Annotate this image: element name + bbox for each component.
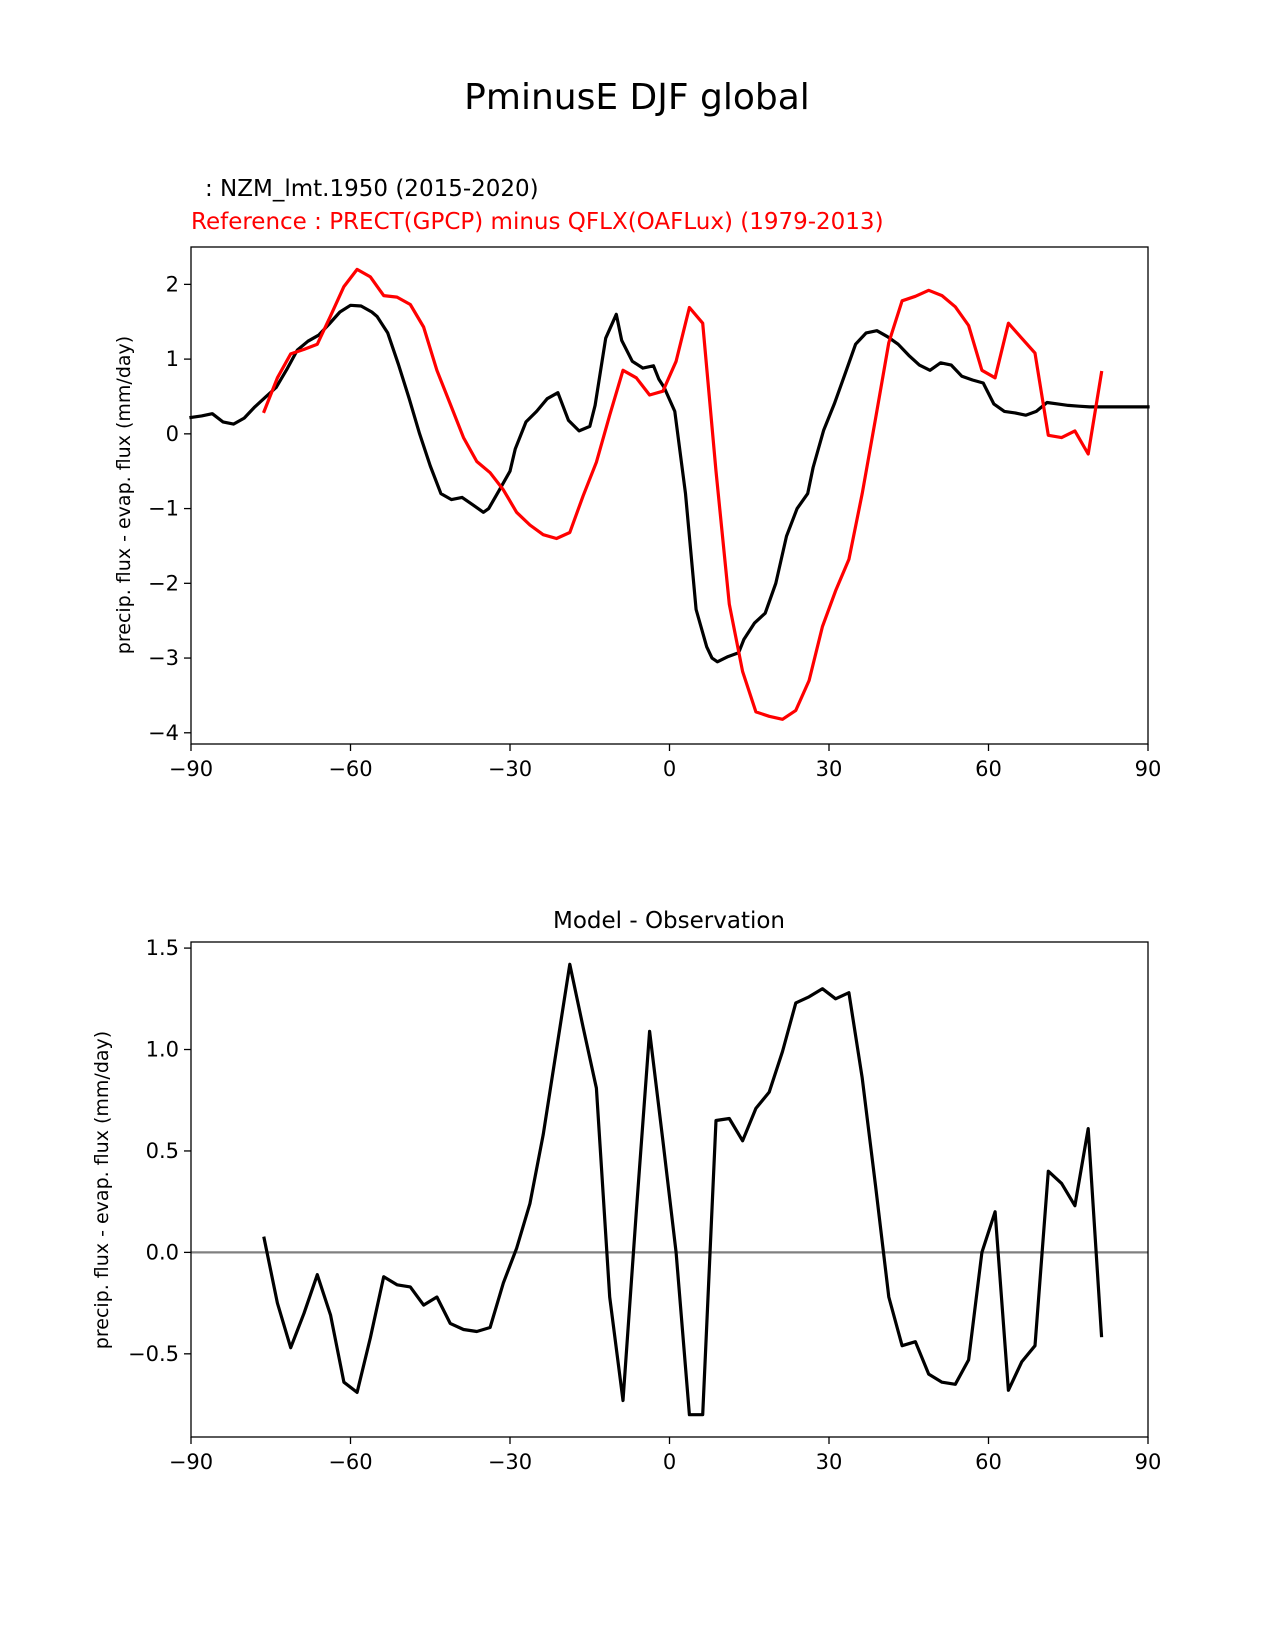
legend-model: : NZM_lmt.1950 (2015-2020) — [205, 176, 539, 202]
bottom-y-tick-label: 1.5 — [146, 936, 179, 960]
bottom-y-tick-label: 0.5 — [146, 1139, 179, 1163]
bottom-panel: Model - Observation −90 −60 −30 0 30 60 90 1.5 1… — [91, 908, 1161, 1474]
legend-reference: Reference : PRECT(GPCP) minus QFLX(OAFLu… — [191, 209, 884, 235]
top-y-axis-label: precip. flux - evap. flux (mm/day) — [113, 336, 135, 654]
bottom-x-tick-label: −90 — [169, 1450, 213, 1474]
top-y-tick-label: 2 — [166, 272, 179, 296]
top-panel: : NZM_lmt.1950 (2015-2020) Reference : P… — [113, 176, 1161, 781]
bottom-series-line-diff — [262, 962, 1104, 1417]
top-x-tick-label: 30 — [816, 757, 843, 781]
bottom-x-tick-label: 30 — [816, 1450, 843, 1474]
bottom-x-tick-label: −60 — [328, 1450, 372, 1474]
top-series-line-model — [189, 303, 1150, 664]
top-plot-frame — [190, 246, 1149, 745]
top-x-tick-label: −30 — [488, 757, 532, 781]
top-x-tick-label: 0 — [663, 757, 676, 781]
figure-title: PminusE DJF global — [464, 77, 810, 118]
top-axis-ticks: −90 −60 −30 0 30 60 90 2 1 0 −1 −2 −3 −4 — [148, 272, 1161, 781]
top-y-tick-label: −1 — [148, 497, 179, 521]
bottom-x-tick-label: −30 — [488, 1450, 532, 1474]
bottom-x-tick-label: 90 — [1135, 1450, 1162, 1474]
top-series — [189, 267, 1150, 721]
top-y-tick-label: −2 — [148, 571, 179, 595]
top-x-tick-label: −90 — [169, 757, 213, 781]
bottom-y-axis-label: precip. flux - evap. flux (mm/day) — [91, 1031, 113, 1349]
top-y-tick-label: 1 — [166, 347, 179, 371]
top-y-tick-label: −3 — [148, 646, 179, 670]
top-series-line-reference — [262, 267, 1104, 721]
bottom-x-tick-label: 0 — [663, 1450, 676, 1474]
bottom-y-tick-label: −0.5 — [128, 1342, 179, 1366]
bottom-x-tick-label: 60 — [975, 1450, 1002, 1474]
bottom-y-tick-label: 1.0 — [146, 1038, 179, 1062]
top-x-tick-label: −60 — [328, 757, 372, 781]
top-x-tick-label: 90 — [1135, 757, 1162, 781]
top-x-tick-label: 60 — [975, 757, 1002, 781]
bottom-plot-frame — [190, 941, 1149, 1438]
bottom-y-tick-label: 0.0 — [146, 1240, 179, 1264]
top-y-tick-label: −4 — [148, 721, 179, 745]
bottom-axis-ticks: −90 −60 −30 0 30 60 90 1.5 1.0 0.5 0.0 −0.5 — [128, 936, 1161, 1474]
bottom-panel-title: Model - Observation — [553, 908, 785, 934]
top-y-tick-label: 0 — [166, 422, 179, 446]
bottom-series — [191, 962, 1148, 1417]
